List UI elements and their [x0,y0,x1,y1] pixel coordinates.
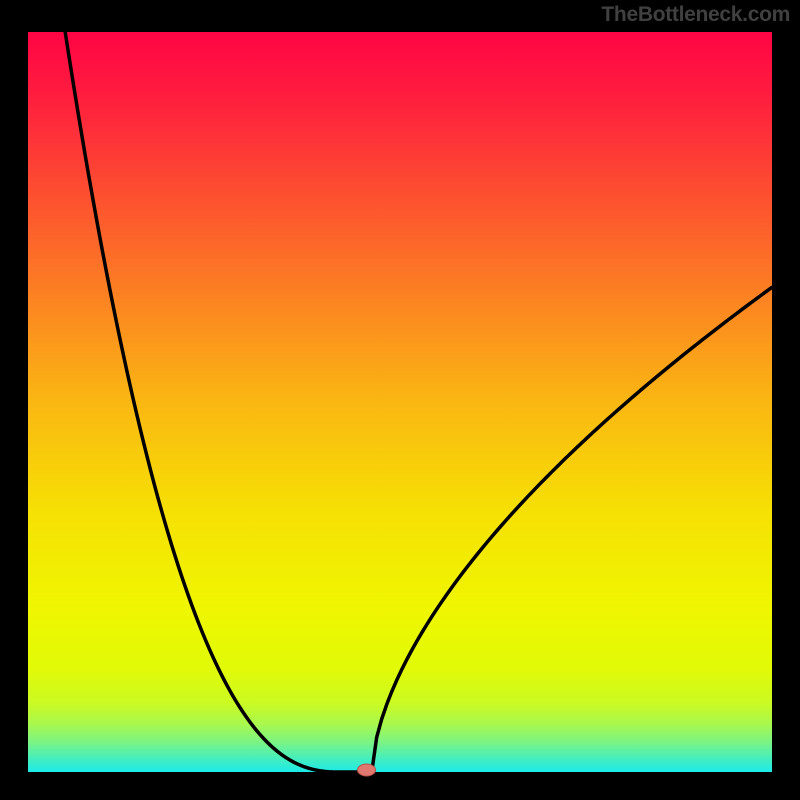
watermark-text: TheBottleneck.com [601,3,790,27]
chart-container: TheBottleneck.com [0,0,800,800]
plot-background [28,32,772,772]
optimum-marker [358,764,376,776]
bottleneck-chart [0,0,800,800]
